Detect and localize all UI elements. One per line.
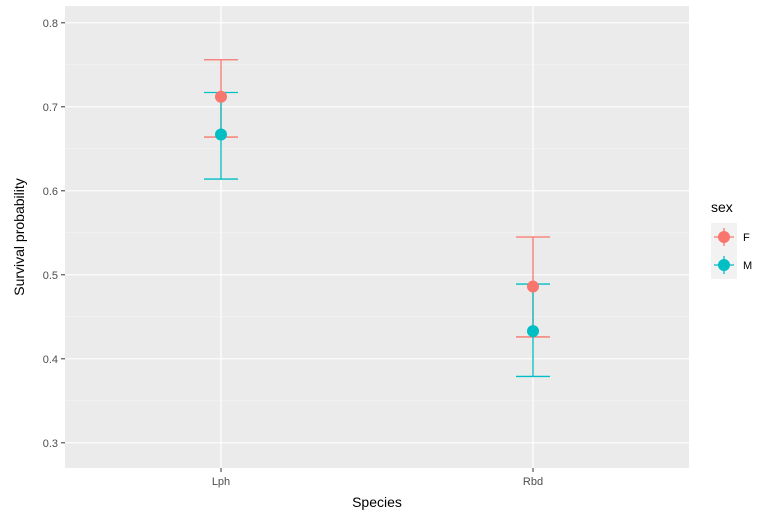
legend-keys: FM	[711, 223, 752, 279]
point-F	[527, 280, 539, 293]
plot-panel	[65, 6, 689, 468]
y-axis-ticks: 0.3 0.4 0.5 0.6 0.7 0.8	[43, 18, 65, 450]
x-axis-title: Species	[352, 494, 402, 510]
y-tick-label: 0.5	[43, 270, 58, 282]
x-tick-label: Rbd	[523, 476, 543, 488]
legend-key-point	[718, 259, 730, 271]
point-M	[215, 128, 227, 141]
y-tick-label: 0.3	[43, 438, 58, 450]
y-tick-label: 0.8	[43, 18, 58, 30]
y-tick-label: 0.6	[43, 186, 58, 198]
legend: sex FM	[711, 199, 752, 279]
y-axis-title: Survival probability	[11, 178, 27, 296]
point-F	[215, 90, 227, 103]
x-tick-label: Lph	[212, 476, 230, 488]
x-axis-ticks: Lph Rbd	[212, 468, 543, 488]
legend-key-point	[718, 231, 730, 243]
legend-label: M	[743, 260, 752, 272]
data-marks	[204, 59, 550, 378]
legend-title: sex	[711, 199, 733, 215]
legend-label: F	[743, 232, 750, 244]
y-tick-label: 0.7	[43, 102, 58, 114]
point-M	[527, 325, 539, 338]
y-tick-label: 0.4	[43, 354, 58, 366]
minor-gridlines	[65, 64, 689, 402]
